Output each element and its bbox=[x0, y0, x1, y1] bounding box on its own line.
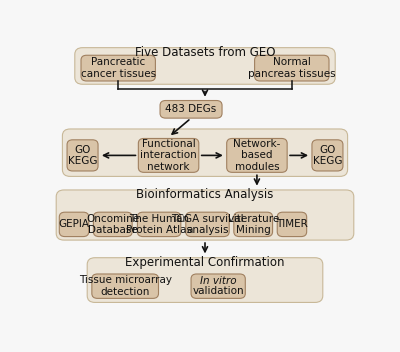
FancyBboxPatch shape bbox=[59, 212, 89, 237]
Text: validation: validation bbox=[192, 286, 244, 296]
FancyBboxPatch shape bbox=[138, 138, 199, 172]
FancyBboxPatch shape bbox=[92, 274, 158, 298]
FancyBboxPatch shape bbox=[81, 55, 155, 81]
Text: TIMER: TIMER bbox=[276, 219, 308, 230]
FancyBboxPatch shape bbox=[227, 138, 287, 172]
FancyBboxPatch shape bbox=[62, 129, 348, 176]
Text: Pancreatic
cancer tissues: Pancreatic cancer tissues bbox=[81, 57, 156, 79]
Text: The Human
Protein Atlas: The Human Protein Atlas bbox=[126, 214, 192, 235]
Text: 483 DEGs: 483 DEGs bbox=[166, 104, 217, 114]
Text: Network-
based
modules: Network- based modules bbox=[233, 139, 281, 172]
FancyBboxPatch shape bbox=[75, 48, 335, 84]
Text: Experimental Confirmation: Experimental Confirmation bbox=[125, 256, 285, 269]
Text: GEPIA: GEPIA bbox=[58, 219, 90, 230]
FancyBboxPatch shape bbox=[94, 212, 132, 237]
Text: Bioinformatics Analysis: Bioinformatics Analysis bbox=[136, 188, 274, 201]
Text: Normal
pancreas tissues: Normal pancreas tissues bbox=[248, 57, 336, 79]
Text: Functional
interaction
network: Functional interaction network bbox=[140, 139, 197, 172]
FancyBboxPatch shape bbox=[312, 140, 343, 171]
FancyBboxPatch shape bbox=[87, 258, 323, 302]
FancyBboxPatch shape bbox=[255, 55, 329, 81]
FancyBboxPatch shape bbox=[186, 212, 229, 237]
Text: TCGA survival
analysis: TCGA survival analysis bbox=[171, 214, 244, 235]
Text: GO
KEGG: GO KEGG bbox=[313, 145, 342, 166]
Text: Literature
Mining: Literature Mining bbox=[228, 214, 279, 235]
FancyBboxPatch shape bbox=[234, 212, 272, 237]
FancyBboxPatch shape bbox=[138, 212, 181, 237]
Text: Tissue microarray
detection: Tissue microarray detection bbox=[79, 275, 172, 297]
FancyBboxPatch shape bbox=[191, 274, 245, 298]
Text: Five Datasets from GEO: Five Datasets from GEO bbox=[135, 46, 275, 59]
FancyBboxPatch shape bbox=[67, 140, 98, 171]
FancyBboxPatch shape bbox=[277, 212, 307, 237]
FancyBboxPatch shape bbox=[160, 101, 222, 118]
Text: GO
KEGG: GO KEGG bbox=[68, 145, 97, 166]
FancyBboxPatch shape bbox=[56, 190, 354, 240]
Text: Oncomine
Database: Oncomine Database bbox=[86, 214, 139, 235]
Text: In vitro: In vitro bbox=[200, 276, 236, 286]
